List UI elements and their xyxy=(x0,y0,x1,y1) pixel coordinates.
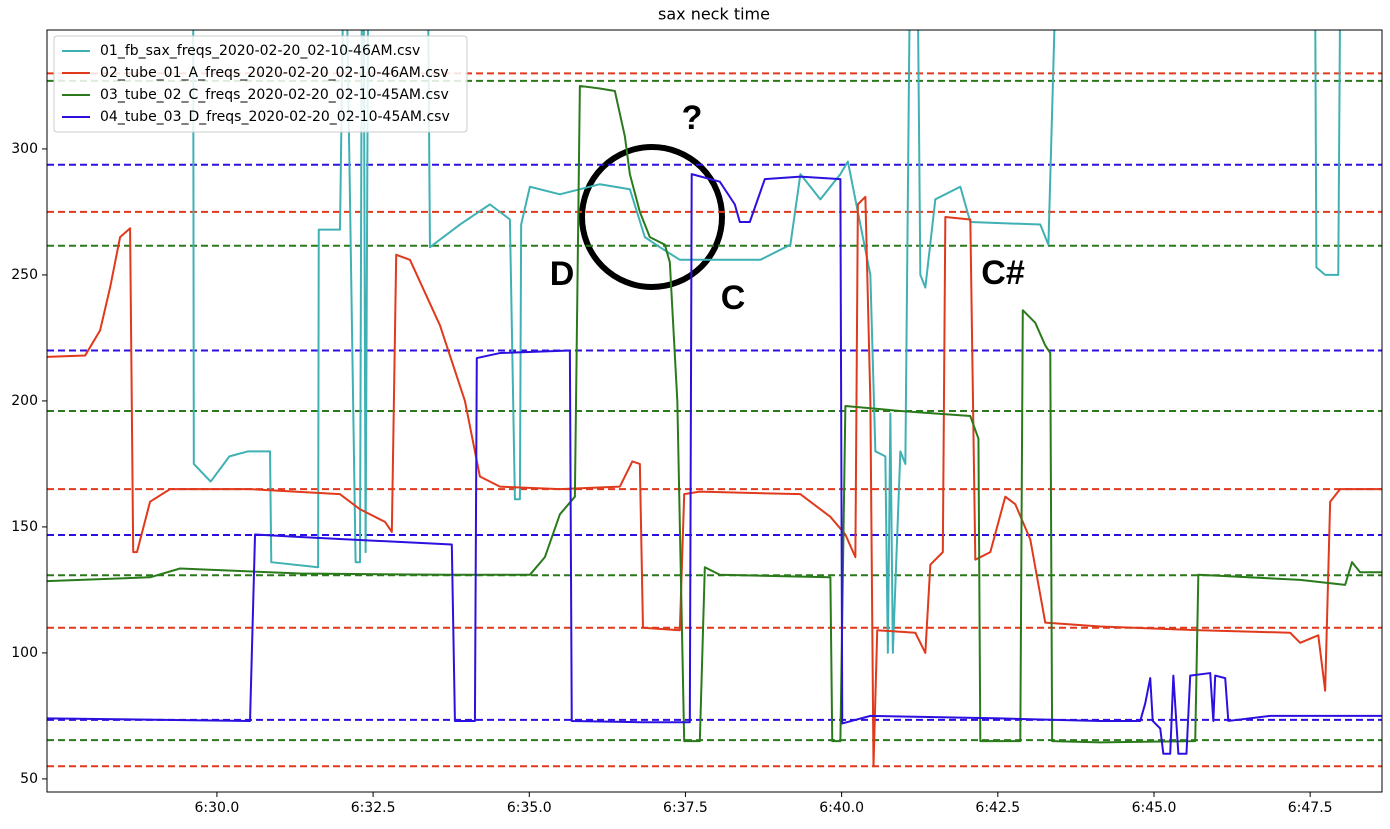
annotation: C xyxy=(721,279,746,317)
plot-area xyxy=(47,30,1382,768)
x-tick-label: 6:30.0 xyxy=(195,800,240,816)
x-tick-label: 6:45.0 xyxy=(1132,800,1177,816)
highlight-circle xyxy=(579,144,725,290)
x-tick-label: 6:42.5 xyxy=(975,800,1020,816)
legend-label: 02_tube_01_A_freqs_2020-02-20_02-10-46AM… xyxy=(100,65,449,81)
series-line xyxy=(47,195,1382,768)
series-line xyxy=(47,173,1382,755)
x-tick-label: 6:40.0 xyxy=(819,800,864,816)
y-tick-label: 200 xyxy=(11,393,38,409)
series-line xyxy=(47,84,1382,744)
legend-label: 04_tube_03_D_freqs_2020-02-20_02-10-45AM… xyxy=(100,109,450,125)
series-line xyxy=(192,30,1341,654)
legend-label: 03_tube_02_C_freqs_2020-02-20_02-10-45AM… xyxy=(100,87,449,103)
plot-frame xyxy=(46,29,1383,793)
x-tick-label: 6:37.5 xyxy=(663,800,708,816)
y-tick-label: 300 xyxy=(11,141,38,157)
chart-title: sax neck time xyxy=(658,5,770,24)
annotation: D xyxy=(550,255,575,293)
y-tick-label: 250 xyxy=(11,267,38,283)
y-tick-label: 50 xyxy=(20,771,38,787)
y-tick-label: 150 xyxy=(11,519,38,535)
annotation: C# xyxy=(981,254,1025,292)
y-tick-label: 100 xyxy=(11,645,38,661)
annotation: ? xyxy=(682,99,703,137)
x-tick-label: 6:47.5 xyxy=(1288,800,1333,816)
x-tick-label: 6:32.5 xyxy=(351,800,396,816)
x-tick-label: 6:35.0 xyxy=(507,800,552,816)
legend-label: 01_fb_sax_freqs_2020-02-20_02-10-46AM.cs… xyxy=(100,43,420,59)
legend-box xyxy=(53,35,468,133)
